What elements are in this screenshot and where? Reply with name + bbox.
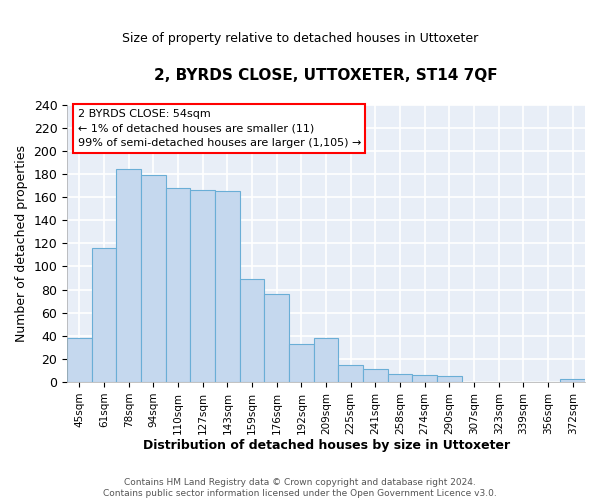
Bar (190, 190, 215, 382)
Bar (437, 376, 462, 382)
Title: 2, BYRDS CLOSE, UTTOXETER, ST14 7QF: 2, BYRDS CLOSE, UTTOXETER, ST14 7QF (154, 68, 498, 82)
Text: Contains HM Land Registry data © Crown copyright and database right 2024.
Contai: Contains HM Land Registry data © Crown c… (103, 478, 497, 498)
Bar (215, 191, 240, 382)
Bar (289, 344, 314, 382)
Bar (363, 370, 388, 382)
X-axis label: Distribution of detached houses by size in Uttoxeter: Distribution of detached houses by size … (143, 440, 509, 452)
Bar (412, 375, 437, 382)
Bar (240, 279, 265, 382)
Bar (338, 364, 363, 382)
Bar (141, 175, 166, 382)
Text: Size of property relative to detached houses in Uttoxeter: Size of property relative to detached ho… (122, 32, 478, 45)
Bar (314, 338, 338, 382)
Bar (67, 338, 92, 382)
Text: 2 BYRDS CLOSE: 54sqm
← 1% of detached houses are smaller (11)
99% of semi-detach: 2 BYRDS CLOSE: 54sqm ← 1% of detached ho… (77, 108, 361, 148)
Bar (388, 374, 412, 382)
Bar (265, 294, 289, 382)
Bar (560, 378, 585, 382)
Bar (116, 170, 141, 382)
Bar (92, 248, 116, 382)
Bar (166, 188, 190, 382)
Y-axis label: Number of detached properties: Number of detached properties (15, 145, 28, 342)
